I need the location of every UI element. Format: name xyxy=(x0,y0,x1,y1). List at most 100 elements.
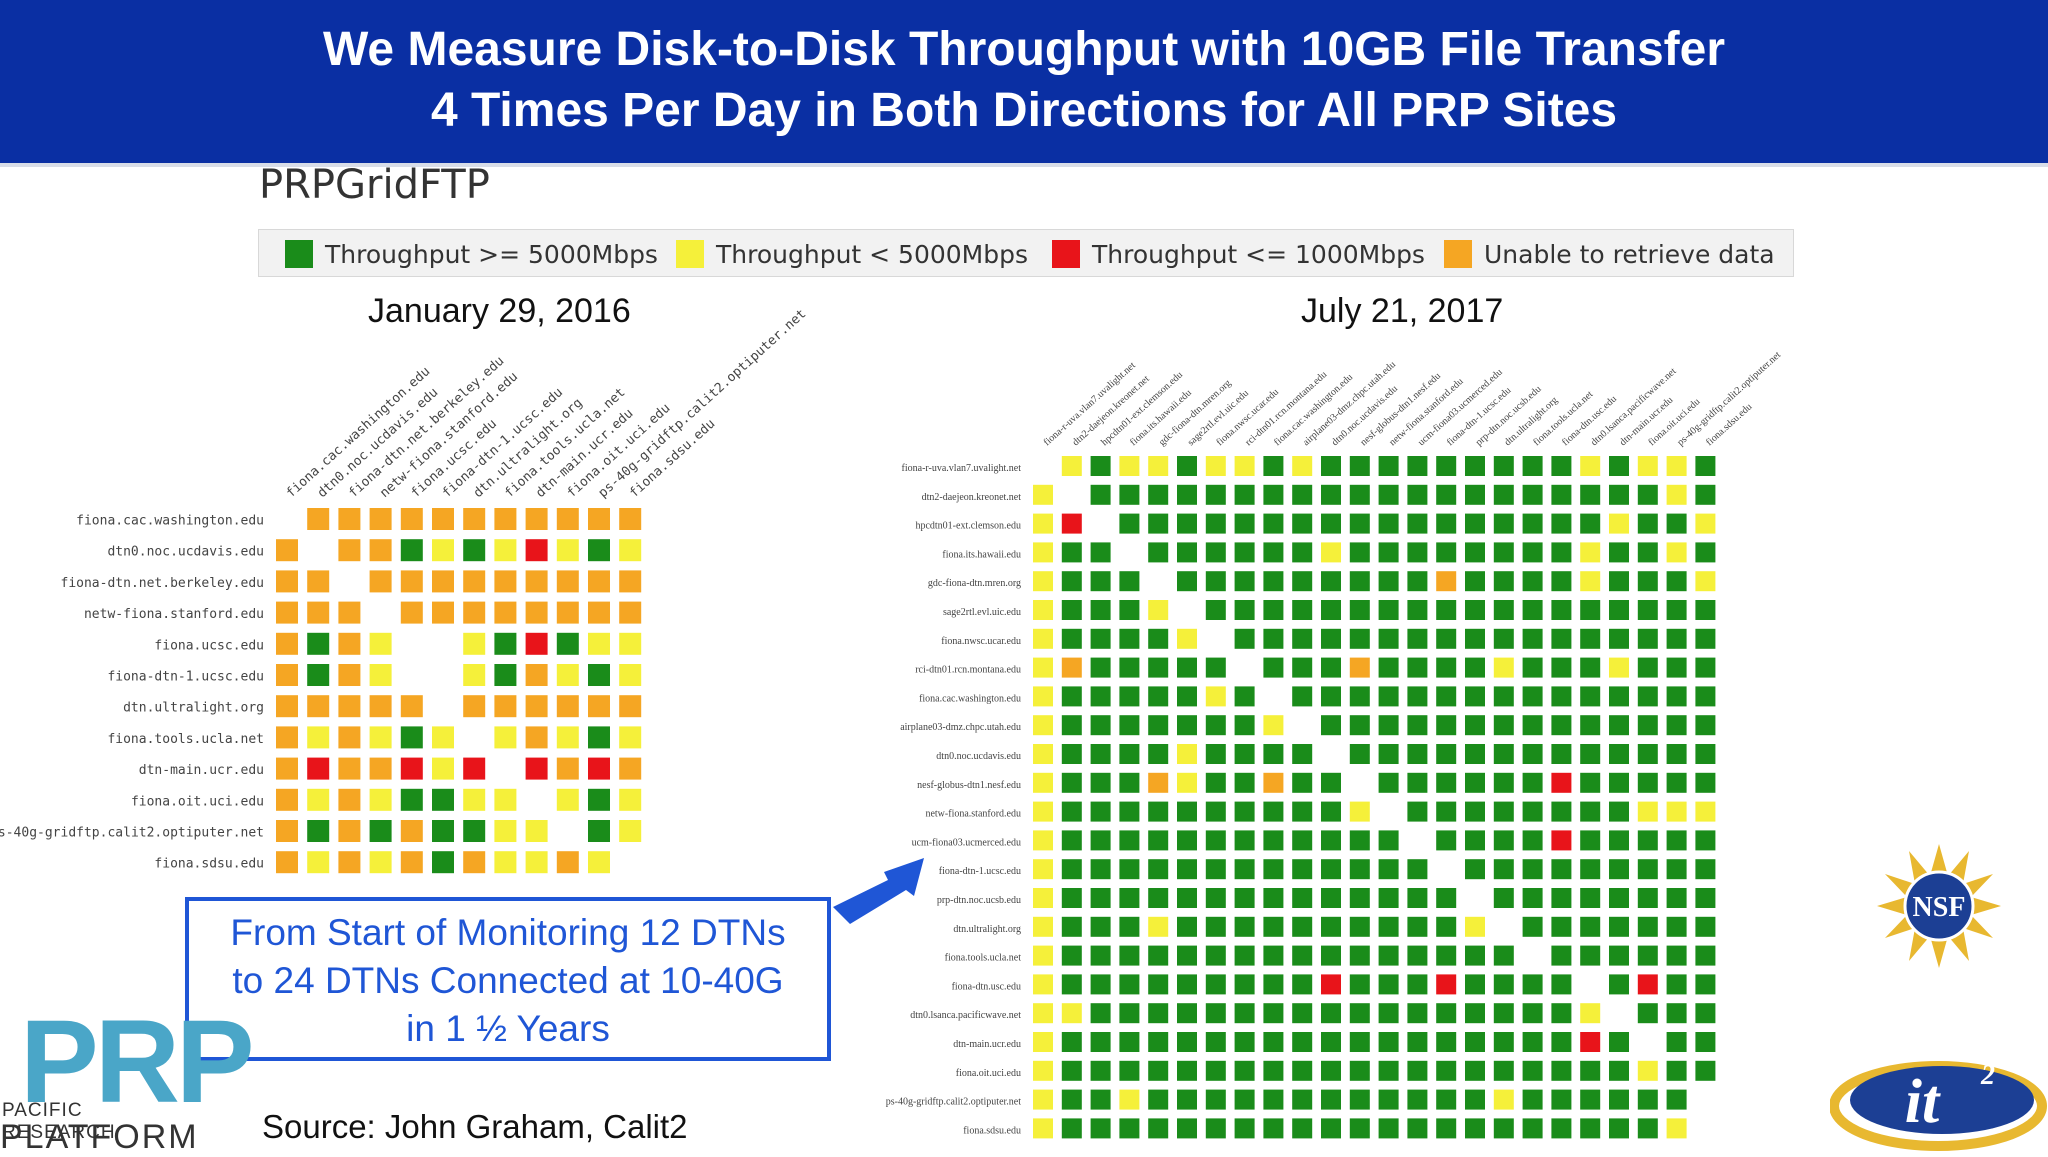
status-cell xyxy=(1234,715,1255,736)
status-cell xyxy=(1349,859,1370,880)
status-cell xyxy=(1349,1060,1370,1081)
status-cell xyxy=(1493,456,1514,476)
status-cell xyxy=(1205,744,1226,764)
status-cell xyxy=(1148,484,1169,505)
status-cell xyxy=(619,601,642,624)
status-cell xyxy=(525,820,548,842)
status-cell xyxy=(1522,801,1543,822)
status-cell xyxy=(1695,1060,1716,1081)
status-cell xyxy=(1321,1003,1341,1024)
status-cell xyxy=(1205,801,1226,822)
status-cell xyxy=(1551,600,1572,620)
status-cell xyxy=(1436,916,1457,937)
status-cell xyxy=(1061,744,1082,764)
status-cell xyxy=(1177,945,1197,966)
status-cell xyxy=(1637,484,1658,505)
status-cell xyxy=(1205,1089,1226,1110)
status-cell xyxy=(463,601,486,624)
status-cell xyxy=(400,757,423,780)
status-cell xyxy=(1119,830,1140,851)
status-cell xyxy=(1493,744,1514,764)
status-cell xyxy=(1349,916,1370,937)
status-cell xyxy=(1637,513,1658,534)
status-cell xyxy=(1033,945,1053,966)
status-cell xyxy=(1234,628,1255,649)
status-cell xyxy=(1349,484,1370,505)
status-cell xyxy=(1580,456,1601,476)
legend-swatch-medium xyxy=(676,240,704,268)
status-cell xyxy=(338,508,361,530)
status-cell xyxy=(1349,974,1370,995)
status-cell xyxy=(1666,888,1687,908)
status-cell xyxy=(1090,888,1111,908)
status-cell xyxy=(1263,628,1284,649)
status-cell xyxy=(1234,974,1255,995)
status-cell xyxy=(1436,1003,1457,1024)
status-cell xyxy=(1090,945,1111,966)
status-cell xyxy=(619,664,642,686)
status-cell xyxy=(1493,542,1514,563)
row-label: dtn2-daejeon.kreonet.net xyxy=(922,492,1022,503)
status-cell xyxy=(1465,628,1485,649)
status-cell xyxy=(1292,830,1313,851)
status-cell xyxy=(369,757,392,780)
status-cell xyxy=(1292,1118,1313,1139)
status-cell xyxy=(432,539,454,562)
status-cell xyxy=(1666,801,1687,822)
status-cell xyxy=(1263,456,1284,476)
status-cell xyxy=(1119,628,1140,649)
row-label: nesf-globus-dtn1.nesf.edu xyxy=(917,780,1021,791)
status-cell xyxy=(1148,715,1169,736)
status-cell xyxy=(1522,1032,1543,1052)
status-cell xyxy=(1090,628,1111,649)
status-cell xyxy=(1205,571,1226,592)
row-label: dtn0.noc.ucdavis.edu xyxy=(936,751,1021,762)
status-cell xyxy=(1205,830,1226,851)
status-cell xyxy=(1580,484,1601,505)
status-cell xyxy=(1551,772,1572,793)
status-cell xyxy=(1292,916,1313,937)
row-label: fiona.sdsu.edu xyxy=(154,857,264,872)
status-cell xyxy=(1061,600,1082,620)
row-label: fiona.tools.ucla.net xyxy=(945,953,1022,964)
status-cell xyxy=(276,570,298,593)
status-cell xyxy=(1637,859,1658,880)
row-label: gdc-fiona-dtn.mren.org xyxy=(928,578,1021,589)
status-cell xyxy=(556,851,579,874)
status-cell xyxy=(1234,859,1255,880)
status-cell xyxy=(494,695,517,718)
status-cell xyxy=(432,788,454,811)
status-cell xyxy=(1609,571,1629,592)
status-cell xyxy=(1061,945,1082,966)
status-cell xyxy=(1148,686,1169,707)
status-cell xyxy=(1465,945,1485,966)
status-cell xyxy=(1148,628,1169,649)
status-cell xyxy=(1321,571,1341,592)
status-cell xyxy=(619,757,642,780)
status-cell xyxy=(1148,1118,1169,1139)
status-cell xyxy=(1436,801,1457,822)
status-cell xyxy=(1033,715,1053,736)
status-cell xyxy=(1321,830,1341,851)
status-cell xyxy=(1493,974,1514,995)
status-cell xyxy=(1321,628,1341,649)
status-cell xyxy=(1465,859,1485,880)
status-cell xyxy=(1695,542,1716,563)
status-cell xyxy=(1407,916,1428,937)
status-cell xyxy=(1609,772,1629,793)
legend-label-high: Throughput >= 5000Mbps xyxy=(325,239,658,269)
status-cell xyxy=(494,508,517,530)
status-cell xyxy=(1378,571,1399,592)
status-cell xyxy=(1119,657,1140,678)
status-cell xyxy=(1148,657,1169,678)
status-cell xyxy=(276,695,298,718)
status-cell xyxy=(1349,686,1370,707)
status-cell xyxy=(1321,1118,1341,1139)
status-cell xyxy=(1292,888,1313,908)
status-cell xyxy=(588,851,610,874)
status-cell xyxy=(1666,456,1687,476)
status-cell xyxy=(1033,657,1053,678)
status-cell xyxy=(619,726,642,749)
status-cell xyxy=(1436,715,1457,736)
